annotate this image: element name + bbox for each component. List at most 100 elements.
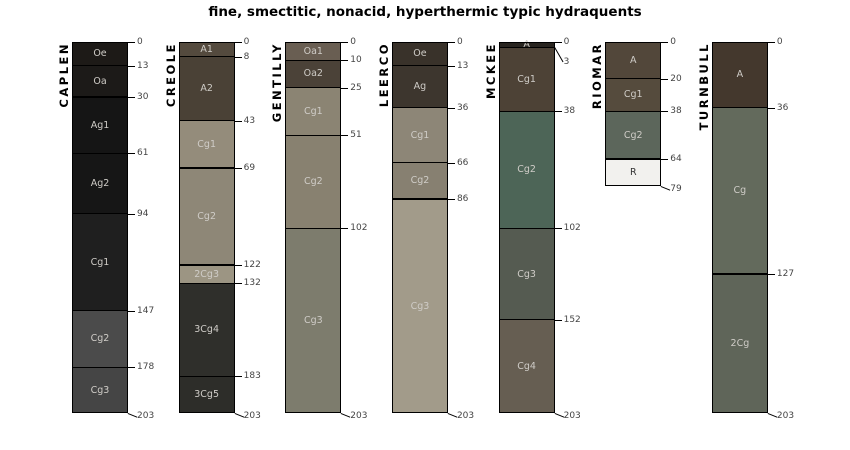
depth-tick	[128, 65, 135, 67]
depth-label: 183	[243, 371, 261, 382]
depth-label: 203	[563, 411, 581, 421]
depth-label: 43	[243, 115, 256, 126]
depth-tick	[128, 367, 135, 369]
profile-name-gentilly: GENTILLY	[270, 42, 285, 123]
horizon-label: Oa	[93, 75, 107, 87]
horizon-label: Cg3	[517, 268, 536, 280]
depth-tick	[234, 168, 242, 170]
horizon-boundary	[285, 86, 342, 89]
horizon-gentilly-cg1: Cg1	[285, 87, 342, 136]
depth-label: 13	[456, 60, 469, 71]
depth-label: 25	[350, 82, 362, 93]
depth-tick	[554, 319, 562, 321]
horizon-boundary	[285, 59, 342, 61]
profile-outline-leerco	[391, 42, 448, 413]
horizon-label: Cg4	[517, 360, 536, 372]
horizon-boundary	[391, 198, 448, 200]
horizon-caplen-cg1: Cg1	[72, 213, 128, 311]
horizon-caplen-ag2: Ag2	[72, 153, 128, 214]
horizon-creole-a1: A1	[178, 42, 235, 57]
depth-tick	[767, 274, 775, 276]
depth-tick	[234, 283, 242, 285]
depth-tick	[554, 42, 562, 43]
depth-tick	[234, 264, 242, 266]
horizon-creole-3cg4: 3Cg4	[178, 283, 235, 377]
horizon-gentilly-oa2: Oa2	[285, 60, 342, 88]
horizon-boundary	[605, 77, 662, 80]
depth-label: 122	[243, 259, 261, 270]
horizon-label: Oe	[93, 48, 107, 60]
depth-label: 38	[563, 106, 576, 117]
depth-tick	[341, 228, 349, 230]
depth-label: 102	[563, 223, 581, 234]
horizon-boundary	[285, 227, 342, 230]
horizon-boundary	[72, 152, 128, 155]
depth-tick	[341, 42, 349, 43]
depth-tick	[234, 120, 242, 122]
depth-tick	[128, 42, 135, 43]
horizon-label: Cg1	[410, 129, 430, 141]
horizon-label: Cg2	[410, 175, 430, 187]
horizon-label: Cg1	[197, 138, 216, 150]
horizon-turnbull-2cg: 2Cg	[711, 274, 768, 413]
depth-tick	[234, 413, 244, 418]
depth-label: 203	[243, 411, 261, 421]
horizon-caplen-cg3: Cg3	[72, 367, 128, 413]
depth-tick	[661, 42, 669, 43]
profile-name-creole: CREOLE	[163, 42, 178, 108]
depth-tick	[128, 153, 135, 155]
horizon-label: Cg2	[303, 176, 323, 188]
horizon-label: Cg	[733, 185, 747, 197]
depth-tick	[554, 111, 562, 113]
horizon-label: Cg2	[197, 211, 216, 223]
profile-outline-creole	[178, 42, 235, 413]
depth-label: 147	[137, 305, 155, 316]
depth-tick	[127, 413, 138, 418]
horizon-boundary	[605, 158, 662, 160]
depth-tick	[554, 228, 562, 230]
depth-tick	[234, 376, 242, 378]
depth-label: 30	[137, 91, 149, 102]
depth-label: 61	[137, 148, 149, 159]
depth-tick	[661, 78, 669, 80]
depth-tick	[660, 186, 671, 192]
depth-label: 86	[456, 194, 469, 205]
profile-outline-gentilly	[285, 42, 342, 413]
depth-tick	[128, 213, 135, 215]
horizon-mckee-a: A	[498, 40, 555, 49]
profile-name-mckee: MCKEE	[483, 42, 498, 100]
depth-label: 178	[137, 362, 155, 373]
depth-tick	[767, 42, 775, 43]
depth-label: 0	[243, 37, 250, 47]
profile-outline-mckee	[498, 42, 555, 413]
horizon-boundary	[178, 119, 235, 122]
depth-tick	[553, 47, 564, 63]
depth-tick	[234, 56, 242, 58]
profile-name-riomar: RIOMAR	[590, 42, 605, 110]
horizon-label: Cg3	[90, 384, 110, 396]
horizon-label: Cg1	[517, 73, 536, 85]
horizon-boundary	[391, 65, 448, 67]
depth-tick	[447, 65, 455, 67]
horizon-label: 3Cg4	[194, 324, 220, 336]
profile-name-turnbull: TURNBULL	[696, 42, 711, 131]
horizon-boundary	[711, 107, 768, 109]
depth-label: 69	[243, 163, 256, 174]
depth-tick	[661, 111, 669, 113]
horizon-boundary	[72, 213, 128, 215]
depth-label: 10	[350, 55, 362, 66]
profile-outline-turnbull	[711, 42, 768, 413]
depth-label: 36	[776, 102, 789, 113]
horizon-caplen-cg2: Cg2	[72, 310, 128, 368]
horizon-creole-cg2: Cg2	[178, 168, 235, 265]
horizon-label: Cg2	[90, 333, 110, 345]
profile-outline-caplen	[72, 42, 128, 413]
horizon-mckee-cg3: Cg3	[498, 228, 555, 320]
horizon-boundary	[605, 110, 662, 113]
horizon-label: 2Cg	[730, 338, 750, 350]
horizon-label: A1	[200, 43, 213, 55]
horizon-label: A	[630, 54, 637, 66]
horizon-label: A	[736, 69, 744, 81]
depth-label: 3	[563, 57, 570, 68]
depth-label: 203	[137, 411, 155, 421]
